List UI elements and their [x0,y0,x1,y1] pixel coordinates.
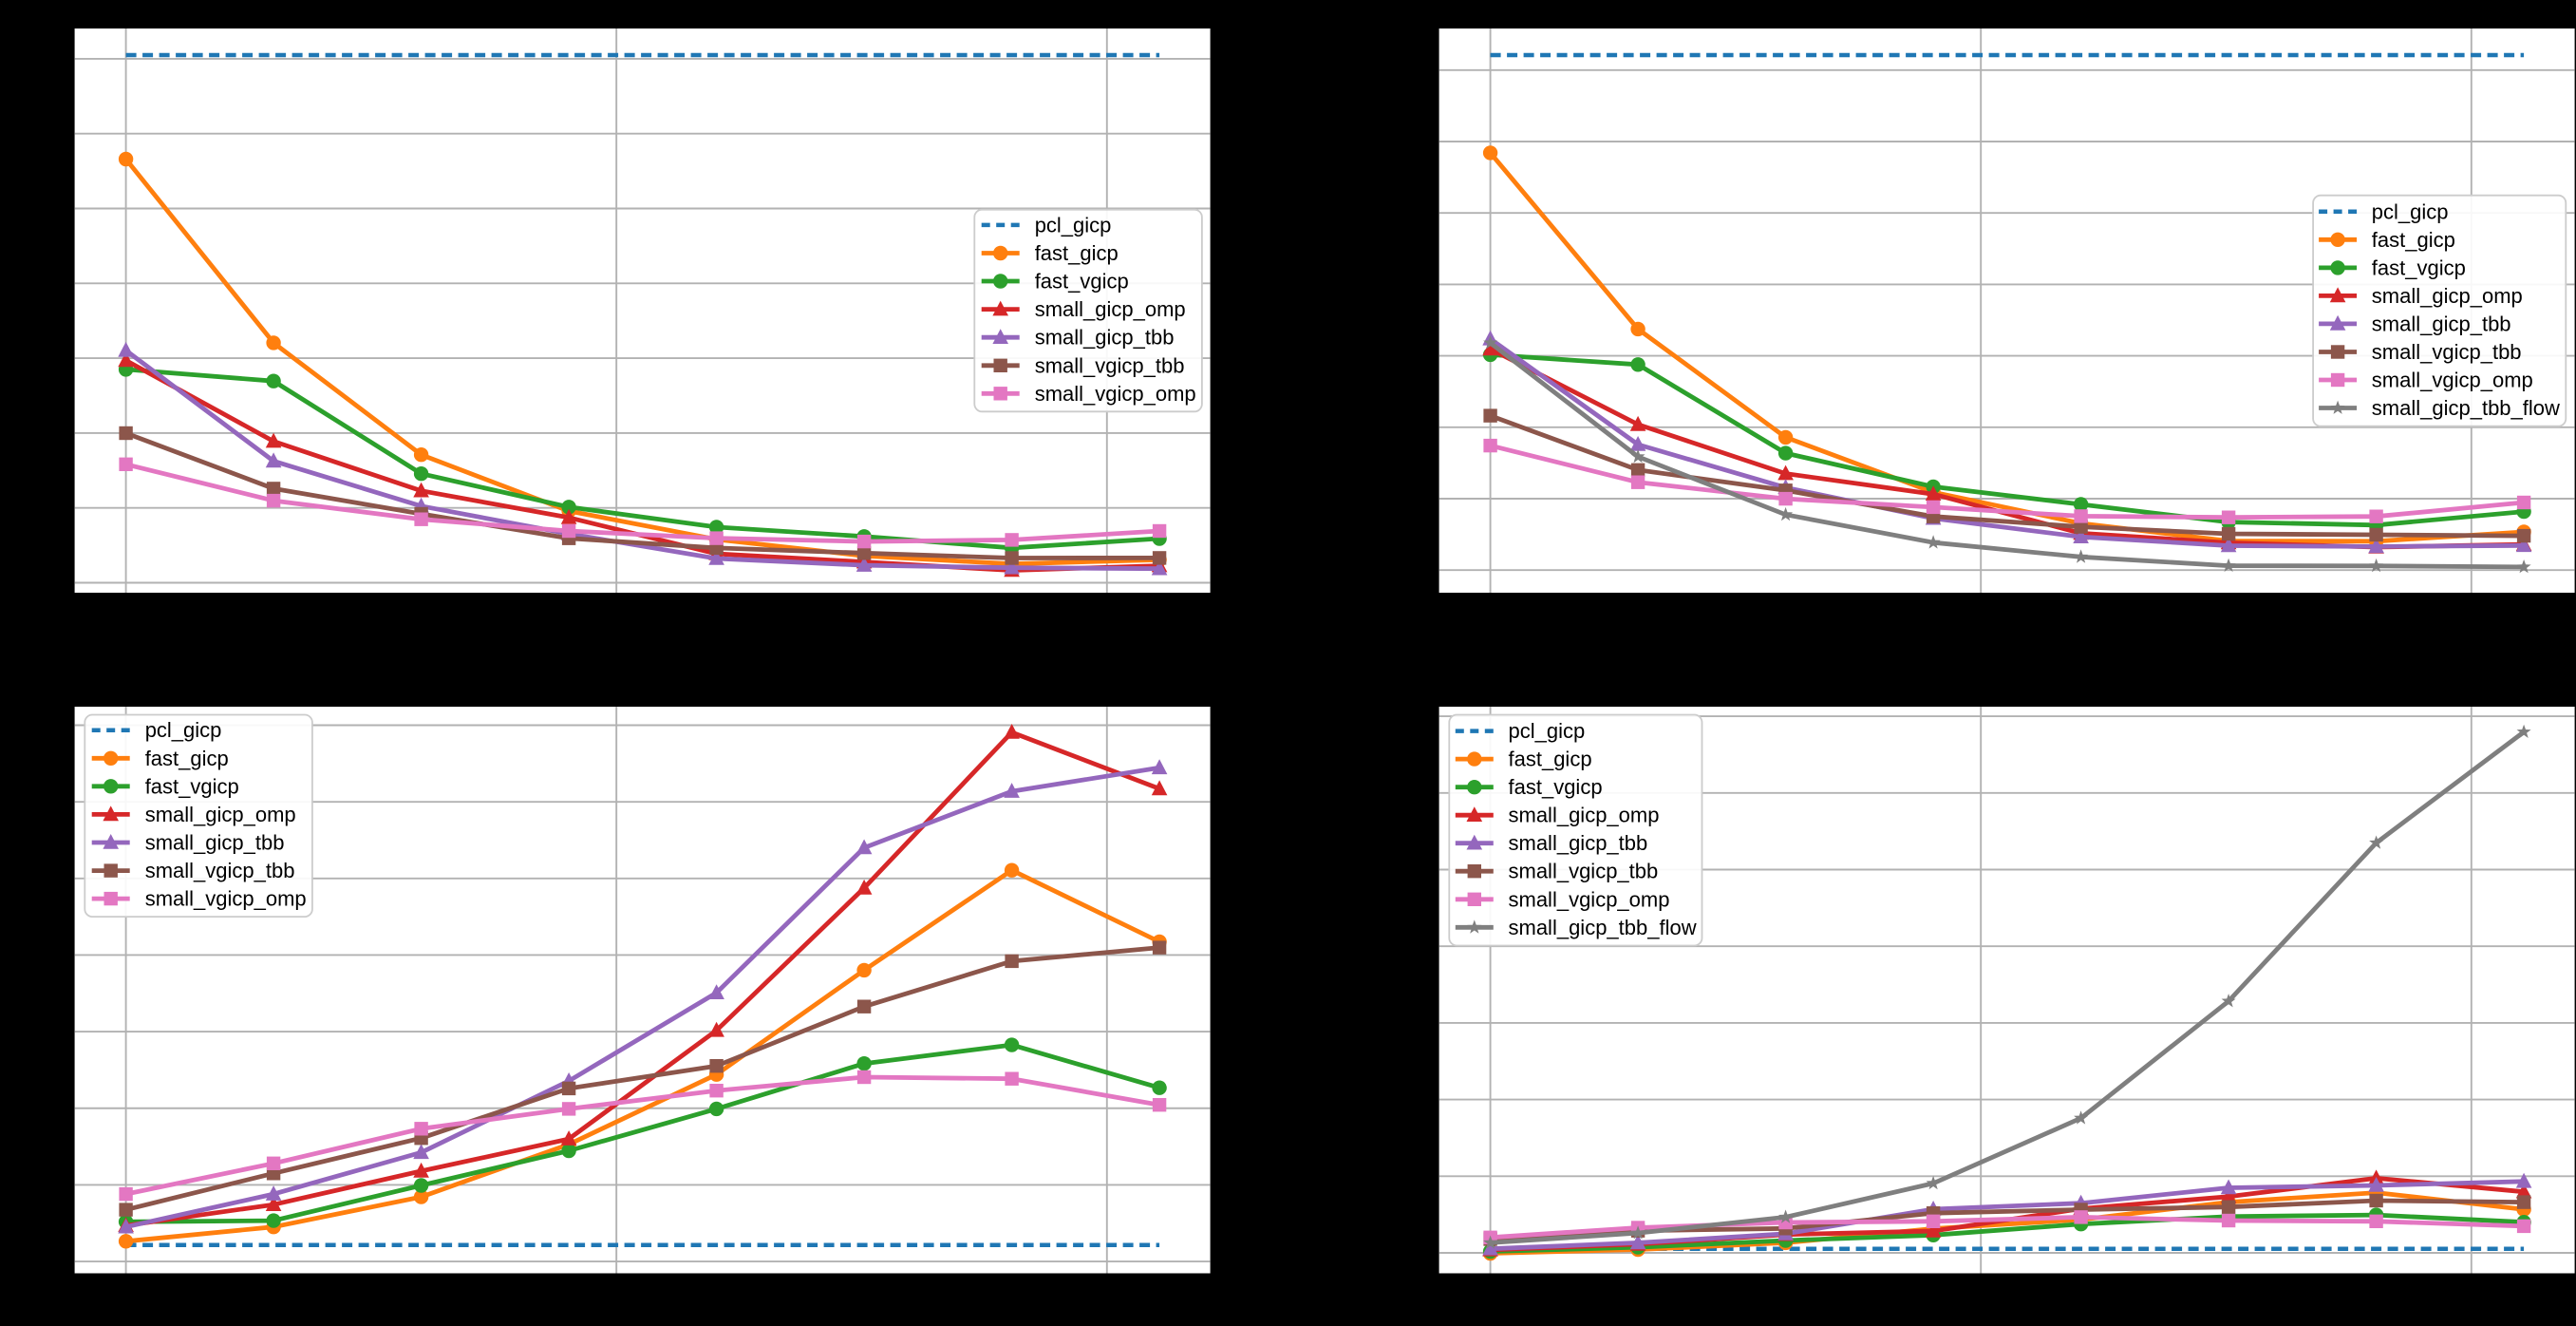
svg-text:small_vgicp_omp: small_vgicp_omp [1509,887,1670,911]
svg-text:pcl_gicp: pcl_gicp [1509,719,1586,743]
svg-text:fast_vgicp: fast_vgicp [2372,256,2466,279]
svg-text:small_vgicp_tbb: small_vgicp_tbb [1509,860,1659,883]
svg-text:fast_gicp: fast_gicp [1035,241,1119,265]
svg-text:small_gicp_tbb: small_gicp_tbb [145,831,285,855]
svg-text:small_vgicp_omp: small_vgicp_omp [2372,369,2533,392]
svg-text:small_vgicp_tbb: small_vgicp_tbb [145,859,295,882]
svg-text:small_vgicp_tbb: small_vgicp_tbb [2372,340,2522,364]
svg-text:small_gicp_omp: small_gicp_omp [145,803,296,826]
svg-text:small_gicp_omp: small_gicp_omp [1509,804,1660,827]
svg-text:fast_gicp: fast_gicp [145,747,229,770]
svg-text:small_gicp_omp: small_gicp_omp [2372,284,2523,308]
svg-text:small_gicp_tbb: small_gicp_tbb [2372,312,2511,335]
svg-text:small_gicp_omp: small_gicp_omp [1035,297,1186,321]
svg-text:fast_gicp: fast_gicp [2372,228,2455,252]
svg-text:small_vgicp_tbb: small_vgicp_tbb [1035,353,1185,377]
svg-text:small_gicp_tbb_flow: small_gicp_tbb_flow [1509,916,1697,939]
svg-text:small_gicp_tbb: small_gicp_tbb [1509,831,1648,855]
svg-text:small_vgicp_omp: small_vgicp_omp [145,887,307,911]
svg-text:fast_vgicp: fast_vgicp [1035,270,1129,294]
svg-text:pcl_gicp: pcl_gicp [145,718,222,742]
svg-text:fast_vgicp: fast_vgicp [145,774,239,798]
svg-text:pcl_gicp: pcl_gicp [2372,199,2449,223]
svg-text:pcl_gicp: pcl_gicp [1035,213,1112,237]
svg-text:fast_gicp: fast_gicp [1509,748,1592,771]
svg-text:fast_vgicp: fast_vgicp [1509,775,1603,799]
svg-text:small_gicp_tbb_flow: small_gicp_tbb_flow [2372,396,2560,420]
svg-text:small_gicp_tbb: small_gicp_tbb [1035,326,1175,350]
svg-text:small_vgicp_omp: small_vgicp_omp [1035,382,1196,406]
